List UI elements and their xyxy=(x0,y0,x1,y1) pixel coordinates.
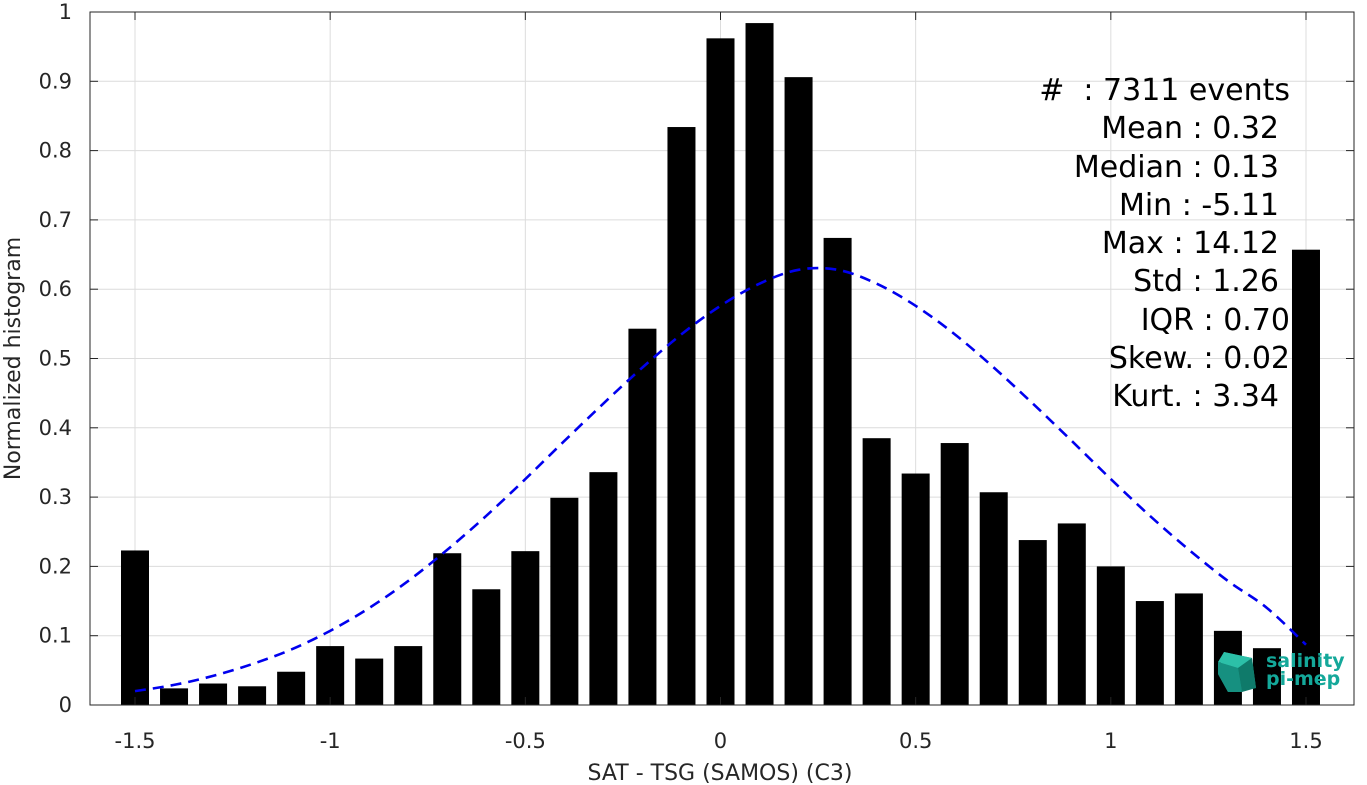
y-tick-label: 0.6 xyxy=(39,277,72,301)
logo-word-pimep: pi-mep xyxy=(1266,668,1341,690)
histogram-bar xyxy=(940,443,969,705)
y-axis-label: Normalized histogram xyxy=(1,237,26,480)
histogram-bar xyxy=(1174,593,1203,705)
y-tick-label: 0.8 xyxy=(39,139,72,163)
histogram-bar xyxy=(472,589,501,705)
histogram-bar xyxy=(589,472,618,705)
y-tick-label: 0.4 xyxy=(39,416,72,440)
histogram-bar xyxy=(1018,540,1047,705)
histogram-bar xyxy=(355,658,384,705)
x-tick-label: 1 xyxy=(1104,729,1117,753)
fit-curve xyxy=(134,266,1307,693)
histogram-bar xyxy=(667,127,696,705)
histogram-bar xyxy=(784,77,813,706)
ticks xyxy=(90,11,1354,706)
salinity-pimep-logo: salinity pi-mep xyxy=(1216,648,1346,696)
histogram-bar xyxy=(277,671,306,705)
y-tick-label: 0.7 xyxy=(39,208,72,232)
histogram-bar xyxy=(1291,249,1320,705)
histogram-bar xyxy=(1135,601,1164,705)
histogram-bar xyxy=(1096,566,1125,705)
x-tick-labels: -1.5 -1 -0.5 0 0.5 1 1.5 xyxy=(115,729,1323,753)
bars xyxy=(121,23,1320,706)
logo-word-salinity: salinity xyxy=(1266,650,1345,672)
x-tick-label: -1.5 xyxy=(115,729,156,753)
y-tick-label: 0.1 xyxy=(39,624,72,648)
histogram-bar xyxy=(316,646,345,705)
histogram-bar xyxy=(745,23,774,705)
logo-cube-icon xyxy=(1218,652,1256,692)
stats-box: # : 7311 events Mean : 0.32 Median : 0.1… xyxy=(1039,72,1290,417)
x-tick-label: 0 xyxy=(714,729,727,753)
histogram-bar xyxy=(511,551,540,705)
y-tick-label: 0.2 xyxy=(39,554,72,578)
stat-max: Max : 14.12 xyxy=(1101,226,1279,262)
histogram-bar xyxy=(199,683,228,705)
histogram-bar xyxy=(121,550,149,705)
stat-std: Std : 1.26 xyxy=(1133,264,1279,300)
x-axis-label: SAT - TSG (SAMOS) (C3) xyxy=(588,761,853,785)
histogram-bar xyxy=(1252,648,1281,705)
y-tick-label: 0.5 xyxy=(39,347,72,371)
histogram-bar xyxy=(862,438,891,705)
stat-median: Median : 0.13 xyxy=(1073,149,1279,185)
y-tick-labels: 0 0.1 0.2 0.3 0.4 0.5 0.6 0.7 0.8 0.9 1 xyxy=(39,0,72,717)
x-tick-label: -0.5 xyxy=(505,729,546,753)
histogram-bar xyxy=(823,237,852,705)
stat-iqr: IQR : 0.70 xyxy=(1140,302,1290,338)
y-tick-label: 0.9 xyxy=(39,69,72,93)
y-tick-label: 0.3 xyxy=(39,485,72,509)
histogram-bar xyxy=(238,686,267,705)
y-tick-label: 1 xyxy=(59,0,72,24)
histogram-bar xyxy=(628,328,657,705)
histogram-bar xyxy=(979,492,1008,705)
stat-skew: Skew. : 0.02 xyxy=(1108,341,1290,377)
histogram-bar xyxy=(433,553,462,705)
histogram-bar xyxy=(550,497,579,705)
histogram-bar xyxy=(394,646,423,705)
stat-min: Min : -5.11 xyxy=(1118,187,1279,223)
histogram-bar xyxy=(160,688,189,705)
histogram-bar xyxy=(1057,523,1086,705)
x-tick-label: 0.5 xyxy=(899,729,932,753)
histogram-bar xyxy=(901,473,930,705)
stat-kurt: Kurt. : 3.34 xyxy=(1112,379,1279,415)
x-tick-label: -1 xyxy=(320,729,341,753)
histogram-bar xyxy=(706,38,735,706)
y-tick-label: 0 xyxy=(59,693,72,717)
stat-mean: Mean : 0.32 xyxy=(1101,111,1279,147)
x-tick-label: 1.5 xyxy=(1289,729,1322,753)
stat-events: # : 7311 events xyxy=(1039,73,1290,108)
